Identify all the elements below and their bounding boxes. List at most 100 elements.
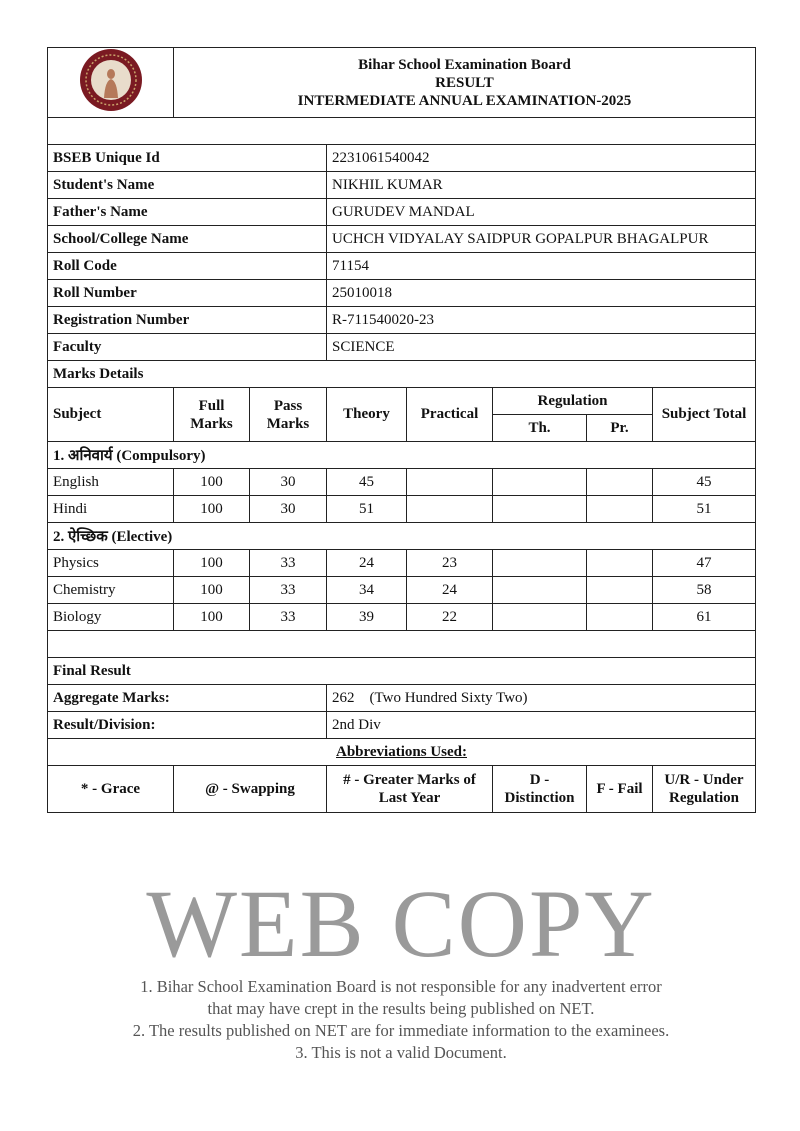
division-label: Result/Division: (47, 711, 327, 739)
th-cell (492, 576, 587, 604)
th-cell (492, 468, 587, 496)
abbr-under-regulation: U/R - Under Regulation (652, 765, 756, 813)
total-cell: 51 (652, 495, 756, 523)
pass-cell: 33 (249, 576, 327, 604)
info-label: Registration Number (47, 306, 327, 334)
practical-cell: 24 (406, 576, 493, 604)
info-value: 25010018 (326, 279, 756, 307)
section-title: 1. अनिवार्य (Compulsory) (47, 441, 756, 469)
full-cell: 100 (173, 549, 250, 577)
abbr-distinction: D - Distinction (492, 765, 587, 813)
col-reg-pr: Pr. (586, 414, 653, 442)
watermark-line-1: 1. Bihar School Examination Board is not… (140, 977, 662, 996)
col-pass-marks: Pass Marks (249, 387, 327, 442)
info-label: Roll Number (47, 279, 327, 307)
info-label: BSEB Unique Id (47, 144, 327, 172)
theory-cell: 45 (326, 468, 407, 496)
doc-title: RESULT (435, 74, 494, 91)
theory-cell: 24 (326, 549, 407, 577)
pr-cell (586, 495, 653, 523)
student-info-row: Roll Code 71154 (47, 252, 756, 280)
abbr-swapping: @ - Swapping (173, 765, 327, 813)
subject-row: Biology 100 33 39 22 61 (47, 603, 756, 631)
total-cell: 58 (652, 576, 756, 604)
division-value: 2nd Div (326, 711, 756, 739)
spacer-row (47, 117, 756, 145)
pr-cell (586, 576, 653, 604)
pass-cell: 30 (249, 495, 327, 523)
subject-row: English 100 30 45 45 (47, 468, 756, 496)
subject-name: Physics (47, 549, 174, 577)
watermark-line-3: 2. The results published on NET are for … (132, 1021, 670, 1040)
final-result-title: Final Result (47, 657, 756, 685)
practical-cell: 23 (406, 549, 493, 577)
aggregate-number: 262 (332, 689, 355, 706)
subject-name: Chemistry (47, 576, 174, 604)
info-value: 71154 (326, 252, 756, 280)
pr-cell (586, 468, 653, 496)
aggregate-value: 262 (Two Hundred Sixty Two) (326, 684, 756, 712)
student-info-row: BSEB Unique Id 2231061540042 (47, 144, 756, 172)
total-cell: 45 (652, 468, 756, 496)
student-info-row: Faculty SCIENCE (47, 333, 756, 361)
info-label: Student's Name (47, 171, 327, 199)
info-label: School/College Name (47, 225, 327, 253)
logo-cell (47, 47, 174, 118)
subject-row: Hindi 100 30 51 51 (47, 495, 756, 523)
section-title: 2. ऐच्छिक (Elective) (47, 522, 756, 550)
abbr-grace: * - Grace (47, 765, 174, 813)
marks-details-title: Marks Details (47, 360, 756, 388)
aggregate-label: Aggregate Marks: (47, 684, 327, 712)
exam-name: INTERMEDIATE ANNUAL EXAMINATION-2025 (297, 92, 632, 109)
total-cell: 47 (652, 549, 756, 577)
student-info-row: Roll Number 25010018 (47, 279, 756, 307)
result-sheet: Bihar School Examination Board RESULT IN… (47, 47, 756, 813)
info-value: UCHCH VIDYALAY SAIDPUR GOPALPUR BHAGALPU… (326, 225, 756, 253)
th-cell (492, 549, 587, 577)
info-label: Faculty (47, 333, 327, 361)
full-cell: 100 (173, 576, 250, 604)
theory-cell: 39 (326, 603, 407, 631)
col-practical: Practical (406, 387, 493, 442)
full-cell: 100 (173, 468, 250, 496)
bseb-seal-logo (79, 49, 142, 111)
watermark-web-copy: WEB COPY (146, 870, 656, 977)
empty-row (47, 630, 756, 658)
abbreviations-title: Abbreviations Used: (47, 738, 756, 766)
practical-cell: 22 (406, 603, 493, 631)
subject-name: Hindi (47, 495, 174, 523)
subject-name: English (47, 468, 174, 496)
aggregate-words: (Two Hundred Sixty Two) (369, 689, 528, 706)
col-regulation: Regulation (492, 387, 653, 415)
section-header: 1. अनिवार्य (Compulsory) (47, 441, 756, 469)
info-label: Father's Name (47, 198, 327, 226)
col-subject-total: Subject Total (652, 387, 756, 442)
info-value: R-711540020-23 (326, 306, 756, 334)
full-cell: 100 (173, 603, 250, 631)
total-cell: 61 (652, 603, 756, 631)
student-info-row: School/College Name UCHCH VIDYALAY SAIDPU… (47, 225, 756, 253)
info-value: NIKHIL KUMAR (326, 171, 756, 199)
subject-name: Biology (47, 603, 174, 631)
info-label: Roll Code (47, 252, 327, 280)
info-value: SCIENCE (326, 333, 756, 361)
student-info-row: Student's Name NIKHIL KUMAR (47, 171, 756, 199)
full-cell: 100 (173, 495, 250, 523)
section-header: 2. ऐच्छिक (Elective) (47, 522, 756, 550)
th-cell (492, 495, 587, 523)
student-info-row: Father's Name GURUDEV MANDAL (47, 198, 756, 226)
theory-cell: 34 (326, 576, 407, 604)
watermark-line-2: that may have crept in the results being… (207, 999, 595, 1018)
pass-cell: 33 (249, 549, 327, 577)
pr-cell (586, 549, 653, 577)
practical-cell (406, 468, 493, 496)
col-reg-th: Th. (492, 414, 587, 442)
board-name: Bihar School Examination Board (358, 56, 571, 73)
th-cell (492, 603, 587, 631)
col-subject: Subject (47, 387, 174, 442)
pr-cell (586, 603, 653, 631)
subject-row: Physics 100 33 24 23 47 (47, 549, 756, 577)
info-value: GURUDEV MANDAL (326, 198, 756, 226)
header-title: Bihar School Examination Board RESULT IN… (173, 47, 756, 118)
theory-cell: 51 (326, 495, 407, 523)
